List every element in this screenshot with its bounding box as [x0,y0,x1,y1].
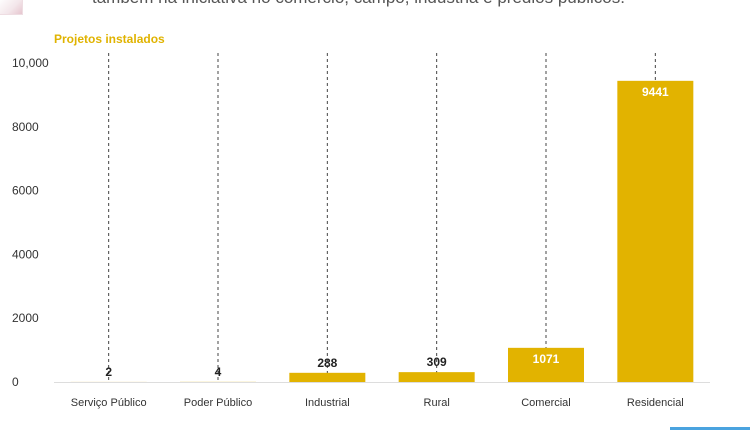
grid-lines [108,53,656,382]
x-tick-label: Serviço Público [71,397,147,409]
y-tick-label: 4000 [12,247,39,261]
corner-button-fragment[interactable] [670,427,750,430]
data-label: 1071 [533,352,560,366]
chart-title: Projetos instalados [54,32,165,46]
bar [617,80,694,383]
bar [289,372,366,382]
y-tick-label: 0 [12,375,19,389]
y-tick-label: 10,000 [12,56,49,70]
header-subtitle: também na iniciativa no comércio, campo,… [92,0,625,8]
x-tick-label: Industrial [305,397,350,409]
data-label: 309 [427,355,447,369]
x-tick-label: Residencial [627,397,684,409]
y-tick-label: 2000 [12,311,39,325]
bar [508,347,584,382]
logo-fragment [0,0,23,15]
data-label: 9441 [642,85,669,99]
bars [70,80,694,383]
data-labels: 2 4 288 309 1071 9441 [105,85,669,379]
axes: 0 2000 4000 6000 8000 10,000 Serviço Público Po… [12,56,710,409]
x-tick-label: Rural [424,397,450,409]
data-label: 288 [317,356,337,370]
y-tick-label: 8000 [12,120,39,134]
bar [398,372,475,382]
data-label: 2 [105,365,112,379]
x-tick-label: Comercial [521,397,571,409]
data-label: 4 [215,365,222,379]
x-tick-label: Poder Público [184,397,253,409]
y-tick-label: 6000 [12,184,39,198]
